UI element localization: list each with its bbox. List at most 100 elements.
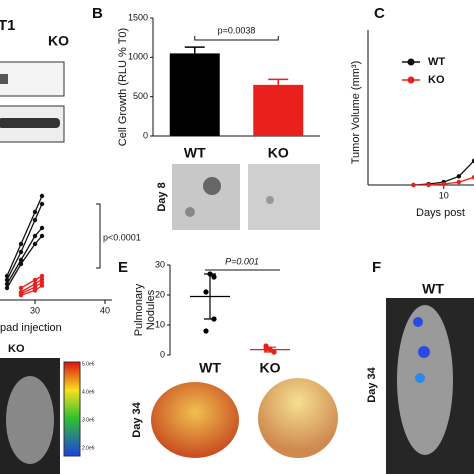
y-tick-label: 500 [133, 91, 148, 101]
point [39, 280, 45, 285]
legend-marker [407, 58, 415, 66]
legend-label: WT [428, 56, 445, 68]
colorbar-label: 5.0e6 [82, 361, 95, 367]
series-line [6, 227, 43, 285]
point [39, 193, 45, 199]
point [32, 233, 38, 239]
sd-bar [264, 346, 276, 353]
micrograph [248, 164, 320, 230]
point [426, 182, 431, 188]
mouse-body [6, 376, 54, 464]
panel-letter: E [118, 259, 128, 276]
legend-label: KO [428, 74, 445, 86]
y-tick-label: 1500 [128, 12, 148, 22]
y-axis-label: Pulmonary [133, 283, 145, 336]
colorbar [63, 361, 81, 457]
image-label: Day 8 [156, 182, 168, 211]
series-line [6, 195, 43, 277]
point [203, 328, 209, 334]
point [39, 273, 45, 279]
sd-bar [204, 273, 216, 320]
point [471, 175, 474, 180]
gel-label: KO [48, 33, 69, 49]
point [456, 174, 462, 179]
point [18, 241, 24, 247]
x-axis-label: pad injection [0, 322, 62, 334]
panel-letter: B [92, 5, 103, 22]
point [456, 179, 462, 185]
y-tick-label: 1000 [128, 52, 148, 62]
image-label: Day 34 [131, 401, 143, 437]
point [18, 257, 24, 263]
panel-letter: C [374, 5, 385, 22]
annotation: P=0.001 [225, 256, 259, 266]
point [18, 249, 24, 255]
category-label: KO [268, 145, 289, 161]
point [211, 274, 217, 280]
annotation: p<0.0001 [103, 232, 141, 242]
x-tick-label: 10 [439, 190, 449, 200]
y-tick-label: 0 [143, 130, 148, 140]
bracket [96, 203, 101, 269]
y-tick-label: 20 [155, 289, 165, 299]
colorbar-label: 3.0e6 [82, 417, 95, 423]
y-axis-label: Cell Growth (RLU % T0) [117, 28, 129, 146]
gel-label: T1 [0, 17, 16, 34]
bar [169, 53, 220, 136]
colony [203, 177, 221, 195]
lung [258, 378, 338, 458]
error-bar [268, 78, 289, 85]
x-tick-label: 40 [100, 305, 110, 315]
x-axis-label: Days post [416, 207, 465, 219]
point [39, 277, 45, 282]
point [18, 293, 24, 298]
category-label: WT [199, 360, 221, 376]
signal [415, 373, 425, 383]
signal [418, 346, 430, 358]
y-tick-label: 30 [155, 259, 165, 269]
point [32, 288, 38, 293]
x-tick-label: 30 [30, 305, 40, 315]
image-label: KO [8, 343, 25, 355]
annotation: p=0.0038 [218, 25, 256, 35]
point [32, 217, 38, 223]
y-axis-label: Nodules [145, 289, 157, 330]
gel-image [0, 61, 65, 97]
colorbar-label: 4.0e6 [82, 389, 95, 395]
gel-band [0, 118, 60, 128]
colony [266, 196, 274, 204]
panel-letter: F [372, 259, 381, 276]
gel-band [0, 74, 8, 84]
y-tick-label: 10 [155, 319, 165, 329]
point [39, 233, 45, 239]
legend-marker [407, 76, 415, 84]
point [411, 182, 416, 188]
series-line [6, 235, 43, 289]
signal [413, 317, 423, 327]
lung [151, 382, 239, 458]
category-label: KO [260, 360, 281, 376]
point [18, 261, 24, 267]
point [39, 283, 45, 288]
point [32, 281, 38, 287]
point [32, 285, 38, 290]
point [18, 285, 24, 291]
mouse-body [397, 305, 453, 455]
point [471, 158, 474, 164]
category-label: WT [184, 145, 206, 161]
point [4, 285, 10, 291]
error-bar [184, 46, 205, 54]
micrograph [172, 164, 240, 230]
colony [185, 207, 195, 217]
point [32, 209, 38, 215]
series-line [6, 203, 43, 281]
y-axis-label: Tumor Volume (mm³) [350, 61, 362, 165]
point [32, 241, 38, 247]
y-tick-label: 0 [160, 349, 165, 359]
point [39, 201, 45, 207]
point [32, 277, 38, 283]
colorbar-label: 2.0e6 [82, 445, 95, 451]
image-label: Day 34 [366, 366, 378, 402]
point [441, 181, 446, 187]
